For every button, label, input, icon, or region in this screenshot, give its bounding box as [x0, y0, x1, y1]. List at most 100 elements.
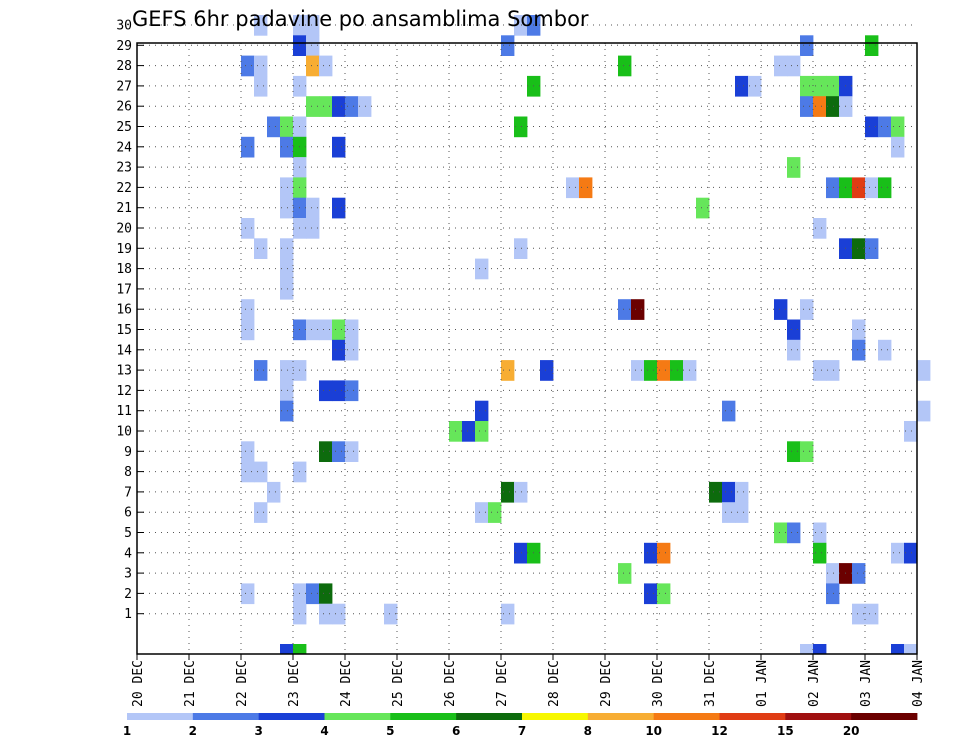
heatmap-cell [475, 421, 489, 442]
y-tick-label: 29 [116, 39, 132, 54]
heatmap-cell [241, 218, 255, 239]
colorbar-swatch [719, 713, 786, 720]
x-tick-label: 22 DEC [235, 660, 250, 707]
heatmap-cell [306, 15, 320, 36]
y-tick-label: 11 [116, 404, 132, 419]
heatmap-cell [787, 55, 801, 77]
heatmap-cell [280, 380, 294, 402]
heatmap-cell [891, 136, 905, 158]
x-tick-label: 21 DEC [183, 660, 198, 707]
heatmap-cell [306, 218, 320, 239]
heatmap-cell [852, 238, 866, 259]
colorbar-label: 10 [645, 724, 662, 738]
heatmap-cell [618, 299, 632, 320]
y-tick-label: 15 [116, 323, 132, 338]
y-tick-label: 30 [116, 19, 132, 34]
heatmap-cell [917, 360, 931, 381]
heatmap-cell [267, 116, 281, 138]
heatmap-cell [254, 502, 268, 523]
heatmap-cell [306, 583, 320, 605]
heatmap-cell [865, 177, 879, 199]
heatmap-cell [280, 400, 294, 422]
heatmap-cells [241, 15, 931, 655]
heatmap-cell [787, 441, 801, 462]
colorbar-label: 15 [777, 724, 794, 738]
heatmap-cell [644, 360, 658, 381]
heatmap-cell [813, 542, 827, 564]
y-tick-label: 2 [124, 587, 132, 602]
heatmap-cell [865, 116, 879, 138]
heatmap-cell [345, 380, 359, 402]
y-tick-label: 10 [116, 425, 132, 440]
heatmap-cell [345, 96, 359, 117]
colorbar-swatch [653, 713, 720, 720]
heatmap-cell [514, 116, 528, 138]
heatmap-cell [241, 319, 255, 341]
heatmap-cell [891, 542, 905, 564]
heatmap-cell [878, 177, 892, 199]
heatmap-cell [787, 157, 801, 178]
heatmap-cell [306, 55, 320, 77]
heatmap-cell [280, 197, 294, 219]
heatmap-cell [345, 441, 359, 462]
y-tick-label: 19 [116, 242, 132, 257]
heatmap-cell [826, 96, 840, 117]
x-tick-label: 31 DEC [703, 660, 718, 707]
y-tick-label: 5 [124, 526, 132, 541]
heatmap-cell [670, 360, 684, 381]
heatmap-cell [345, 339, 359, 361]
heatmap-cell [319, 319, 333, 341]
heatmap-cell [657, 360, 671, 381]
heatmap-cell [319, 603, 333, 625]
heatmap-cell [306, 197, 320, 219]
colorbar-label: 7 [518, 724, 526, 738]
x-tick-label: 29 DEC [599, 660, 614, 707]
heatmap-cell [735, 502, 749, 523]
heatmap-cell [280, 116, 294, 138]
heatmap-cell [488, 502, 502, 523]
heatmap-cell [904, 644, 918, 655]
heatmap-cell [787, 319, 801, 341]
heatmap-cell [631, 360, 645, 381]
y-tick-label: 12 [116, 384, 132, 399]
colorbar-label: 3 [254, 724, 262, 738]
heatmap-cell [878, 116, 892, 138]
heatmap-cell [514, 481, 528, 503]
x-tick-label: 02 JAN [807, 660, 822, 707]
colorbar-swatch [390, 713, 457, 720]
heatmap-cell [241, 136, 255, 158]
colorbar: 1 2 3 4 5 6 7 8 10 12 15 20 [123, 713, 918, 738]
heatmap-cell [826, 360, 840, 381]
colorbar-swatch [456, 713, 523, 720]
heatmap-cell [345, 319, 359, 341]
heatmap-cell [332, 96, 346, 117]
heatmap-cell [241, 441, 255, 462]
heatmap-cell [501, 481, 515, 503]
heatmap-cell [618, 55, 632, 77]
heatmap-cell [306, 96, 320, 117]
heatmap-cell [254, 15, 268, 36]
heatmap-cell [826, 75, 840, 97]
colorbar-label: 2 [189, 724, 197, 738]
chart-title: GEFS 6hr padavine po ansamblima Sombor [132, 7, 589, 31]
x-axis: 20 DEC 21 DEC 22 DEC 23 DEC 24 DEC 25 DEC 26 D… [131, 654, 926, 707]
heatmap-cell [358, 96, 372, 117]
heatmap-cell [800, 644, 814, 655]
heatmap-cell [696, 197, 710, 219]
heatmap-cell [332, 319, 346, 341]
heatmap-cell [800, 299, 814, 320]
heatmap-cell [332, 603, 346, 625]
heatmap-cell [917, 400, 931, 422]
heatmap-cell [501, 603, 515, 625]
colorbar-swatch [851, 713, 918, 720]
x-tick-label: 25 DEC [391, 660, 406, 707]
x-tick-label: 04 JAN [911, 660, 926, 707]
heatmap-cell [800, 35, 814, 56]
y-tick-label: 17 [116, 282, 132, 297]
heatmap-cell [319, 583, 333, 605]
x-tick-label: 03 JAN [859, 660, 874, 707]
heatmap-cell [475, 400, 489, 422]
x-tick-label: 24 DEC [339, 660, 354, 707]
heatmap-cell [865, 238, 879, 259]
